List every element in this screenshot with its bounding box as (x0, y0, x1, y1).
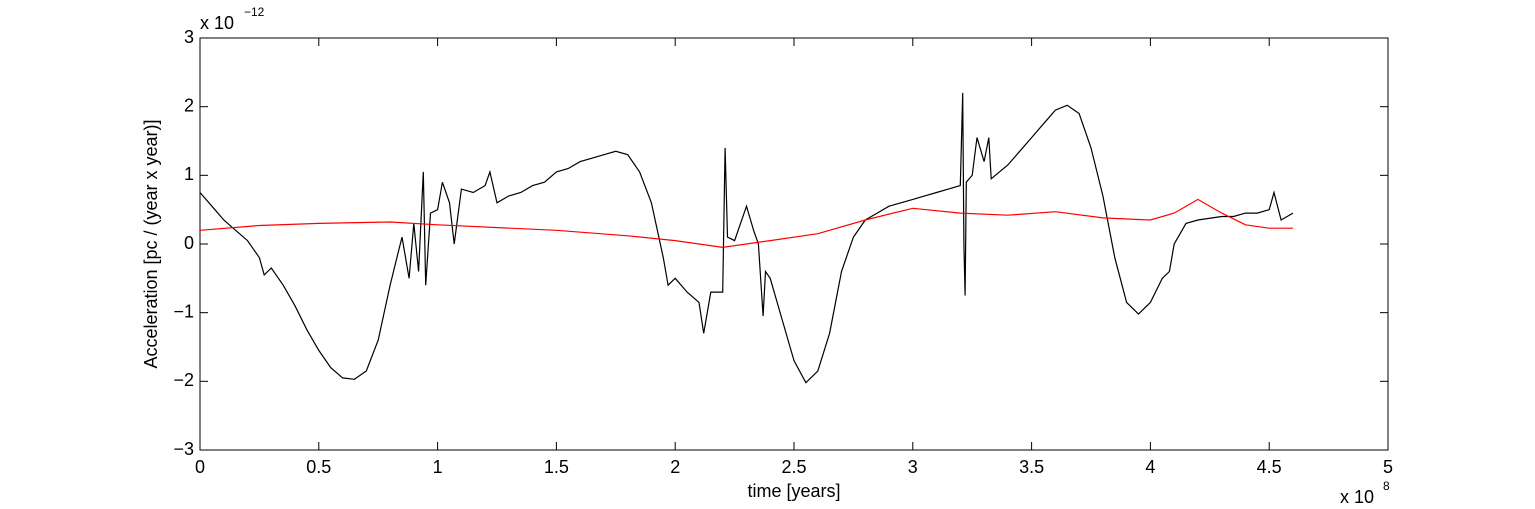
x-tick-label: 0.5 (306, 457, 331, 477)
y-tick-label: 1 (184, 164, 194, 184)
y-tick-label: −1 (173, 301, 194, 321)
x-tick-label: 0 (195, 457, 205, 477)
x-tick-label: 1 (433, 457, 443, 477)
x-tick-label: 1.5 (544, 457, 569, 477)
plot-box (199, 37, 1389, 451)
x-tick-label: 3 (908, 457, 918, 477)
y-tick-label: −2 (173, 370, 194, 390)
y-tick-label: 2 (184, 95, 194, 115)
x-tick-label: 4 (1145, 457, 1155, 477)
y-multiplier: x 10 (200, 13, 234, 33)
y-multiplier-exponent: −12 (244, 5, 265, 19)
x-tick-label: 2 (670, 457, 680, 477)
y-axis-label: Acceleration [pc / (year x year)] (141, 119, 161, 368)
x-multiplier-exponent: 8 (1383, 479, 1390, 493)
y-tick-label: 0 (184, 233, 194, 253)
series-line (199, 92, 1294, 384)
x-tick-label: 2.5 (781, 457, 806, 477)
x-multiplier: x 10 (1340, 487, 1374, 507)
x-tick-label: 5 (1383, 457, 1393, 477)
x-tick-label: 4.5 (1257, 457, 1282, 477)
x-axis-label: time [years] (747, 481, 840, 501)
y-tick-label: −3 (173, 439, 194, 459)
y-tick-label: 3 (184, 27, 194, 47)
x-tick-label: 3.5 (1019, 457, 1044, 477)
series-line (199, 198, 1293, 249)
